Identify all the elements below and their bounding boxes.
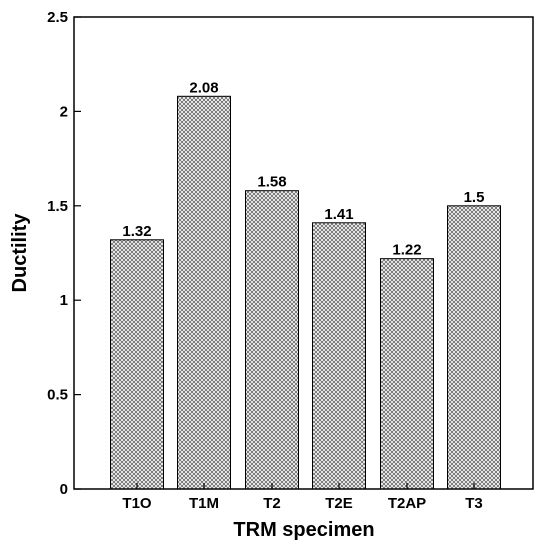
x-axis-title: TRM specimen [233,519,374,541]
data-label-t1o: 1.32 [122,223,151,240]
bar-t1o [110,239,164,490]
y-tick-label-3: 1.5 [47,198,68,215]
x-tick-label-t2e: T2E [325,495,353,512]
y-axis-ticks: 0 0.5 1 1.5 2 2.5 [47,9,81,498]
x-tick-label-t2ap: T2AP [388,495,426,512]
y-tick-label-2: 1 [60,292,68,309]
data-label-t2ap: 1.22 [392,242,421,259]
bar-t2e [312,222,366,490]
y-tick-label-5: 2.5 [47,9,68,26]
data-label-t2e: 1.41 [324,206,353,223]
x-axis-ticks: T1O T1M T2 T2E T2AP T3 [122,483,483,512]
data-labels-group: 1.32 2.08 1.58 1.41 1.22 1.5 [122,79,484,258]
bars-group [110,95,501,490]
plot-area-frame [73,16,534,490]
data-label-t2: 1.58 [257,174,286,191]
x-tick-label-t2: T2 [263,495,281,512]
bar-t2 [245,190,299,490]
bar-t2ap [380,258,434,490]
y-tick-label-0: 0 [60,481,68,498]
bar-t1m [177,95,231,490]
data-label-t3: 1.5 [464,189,485,206]
bar-t3 [447,205,501,490]
x-tick-label-t3: T3 [465,495,483,512]
y-tick-label-4: 2 [60,103,68,120]
x-tick-label-t1m: T1M [189,495,219,512]
x-tick-label-t1o: T1O [122,495,152,512]
data-label-t1m: 2.08 [189,79,218,96]
y-tick-label-1: 0.5 [47,387,68,404]
y-axis-title: Ductility [9,213,31,293]
